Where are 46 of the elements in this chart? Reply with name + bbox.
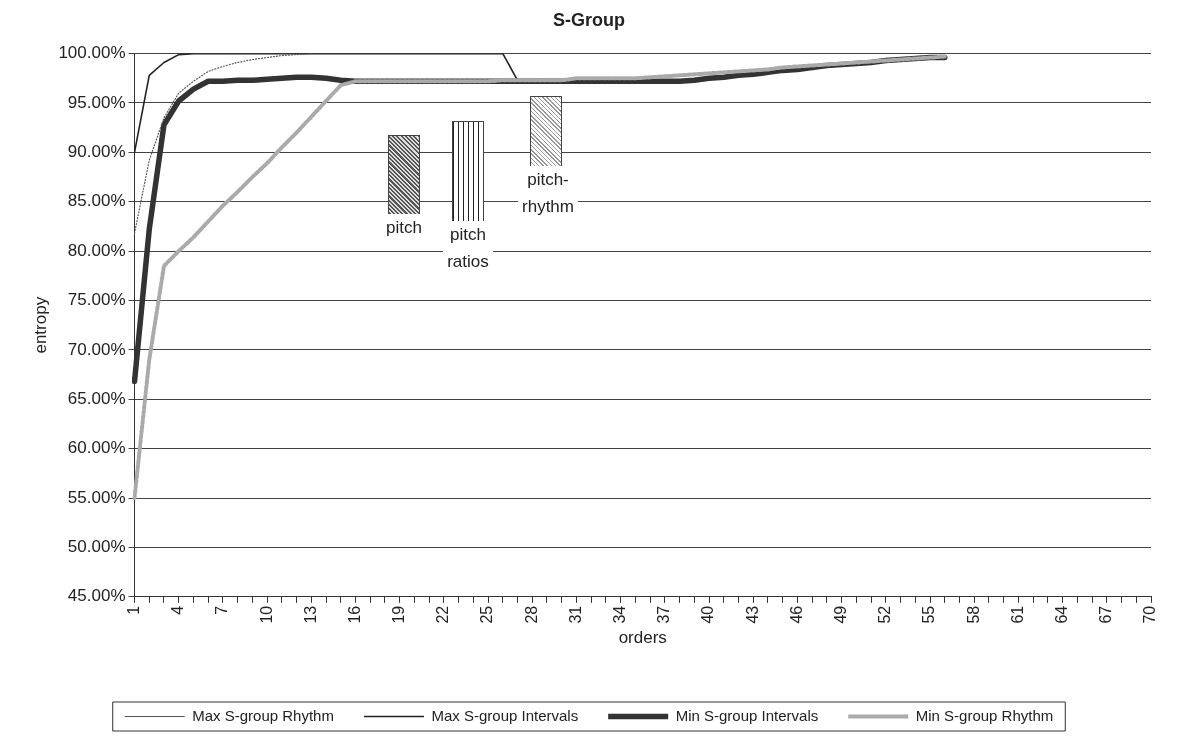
x-tick-label: 1 <box>124 605 142 615</box>
y-tick-label: 80.00% <box>67 240 126 260</box>
y-tick-label: 55.00% <box>67 487 126 507</box>
x-tick-label: 58 <box>964 605 982 624</box>
legend-label: Min S-group Intervals <box>675 706 819 724</box>
x-tick-label: 40 <box>699 605 717 624</box>
x-tick-label: 31 <box>566 605 584 624</box>
y-axis-title: entropy <box>30 296 50 354</box>
y-tick-label: 90.00% <box>67 142 126 162</box>
chart-title: S-Group <box>553 9 625 30</box>
legend-label: Min S-group Rhythm <box>915 706 1054 724</box>
x-tick-label: 46 <box>787 605 805 624</box>
legend-label: Max S-group Rhythm <box>192 706 334 724</box>
x-tick-label: 43 <box>743 605 761 624</box>
annotation: pitch <box>374 214 434 241</box>
x-tick-label: 67 <box>1097 605 1115 624</box>
x-tick-label: 10 <box>257 605 275 624</box>
x-tick-label: 13 <box>301 605 319 624</box>
annotation: pitch-rhythm <box>518 166 578 220</box>
y-tick-label: 100.00% <box>58 43 126 63</box>
x-tick-label: 55 <box>920 605 938 624</box>
x-tick-label: 34 <box>611 605 629 624</box>
x-tick-label: 28 <box>522 605 540 624</box>
x-tick-label: 4 <box>169 605 187 615</box>
y-tick-label: 95.00% <box>67 92 126 112</box>
x-tick-label: 49 <box>832 605 850 624</box>
x-tick-label: 70 <box>1141 605 1159 624</box>
y-tick-label: 85.00% <box>67 191 126 211</box>
x-tick-label: 64 <box>1053 605 1071 624</box>
y-tick-label: 50.00% <box>67 537 126 557</box>
x-tick-label: 16 <box>345 605 363 624</box>
x-tick-label: 25 <box>478 605 496 624</box>
x-tick-label: 37 <box>655 605 673 624</box>
y-tick-label: 65.00% <box>67 388 126 408</box>
x-tick-label: 61 <box>1008 605 1026 624</box>
y-tick-label: 60.00% <box>67 438 126 458</box>
annotation: pitch ratios <box>443 221 493 275</box>
x-tick-label: 7 <box>213 605 231 615</box>
x-tick-label: 22 <box>434 605 452 624</box>
y-tick-label: 75.00% <box>67 290 126 310</box>
x-tick-label: 52 <box>876 605 894 624</box>
legend-label: Max S-group Intervals <box>431 706 579 724</box>
y-tick-label: 45.00% <box>67 586 126 606</box>
x-axis-title: orders <box>618 628 667 648</box>
x-tick-label: 19 <box>390 605 408 624</box>
y-tick-label: 70.00% <box>67 339 126 359</box>
